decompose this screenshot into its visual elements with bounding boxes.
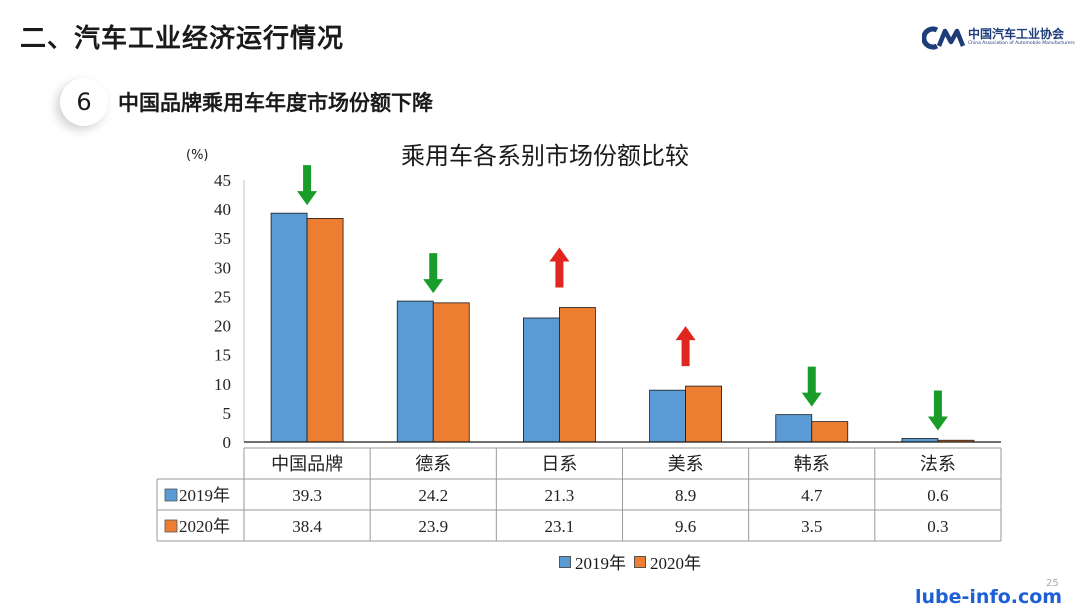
y-tick-label: 25 xyxy=(214,287,231,306)
arrow-up-icon xyxy=(549,247,570,288)
table-value: 24.2 xyxy=(418,486,448,505)
category-label: 德系 xyxy=(415,454,451,475)
table-value: 4.7 xyxy=(801,486,823,505)
item-number-badge: 6 xyxy=(60,78,108,126)
table-value: 3.5 xyxy=(801,517,822,536)
section-title: 二、汽车工业经济运行情况 xyxy=(20,24,345,54)
category-label: 日系 xyxy=(541,454,577,475)
bar-2019年-美系 xyxy=(649,389,686,443)
table-value: 23.1 xyxy=(545,517,575,536)
y-tick-label: 15 xyxy=(214,346,231,365)
arrow-up-icon xyxy=(675,326,696,367)
bar-2019年-德系 xyxy=(396,300,434,443)
legend: 2019年 2020年 xyxy=(0,549,1080,574)
y-tick-label: 0 xyxy=(223,433,232,452)
table-value: 38.4 xyxy=(292,517,322,536)
category-label: 法系 xyxy=(920,454,956,475)
association-logo: 中国汽车工业协会 China Association of Automobile… xyxy=(922,24,1075,54)
table-value: 39.3 xyxy=(292,486,322,505)
bar-2020年-日系 xyxy=(559,307,596,443)
legend-swatch-2019 xyxy=(559,555,571,568)
y-tick-label: 40 xyxy=(214,200,231,219)
chart-title: 乘用车各系别市场份额比较 xyxy=(401,142,689,170)
y-tick-label: 20 xyxy=(214,317,231,336)
category-label: 美系 xyxy=(668,454,704,475)
legend-item-2019: 2019年 xyxy=(559,549,626,574)
cm-logo-icon xyxy=(922,26,966,50)
arrow-down-icon xyxy=(801,366,822,407)
y-axis-unit: (%) xyxy=(186,148,209,163)
bar-2019年-中国品牌 xyxy=(270,212,308,443)
logo-name-en: China Association of Automobile Manufact… xyxy=(968,41,1075,46)
legend-label-2019: 2019年 xyxy=(575,554,626,573)
table-value: 0.3 xyxy=(927,517,948,536)
table-series-swatch xyxy=(164,519,178,533)
bar-2020年-中国品牌 xyxy=(306,218,344,443)
watermark: lube-info.com xyxy=(915,586,1063,608)
category-label: 中国品牌 xyxy=(271,454,343,475)
arrow-down-icon xyxy=(423,253,444,294)
category-label: 韩系 xyxy=(794,454,830,475)
bar-2020年-美系 xyxy=(685,385,722,443)
y-tick-label: 30 xyxy=(214,258,231,277)
page-number: 25 xyxy=(1046,578,1059,589)
bar-2019年-日系 xyxy=(523,317,560,443)
table-series-label: 2019年 xyxy=(179,486,230,505)
legend-swatch-2020 xyxy=(634,555,646,568)
sub-title: 中国品牌乘用车年度市场份额下降 xyxy=(118,91,433,115)
table-value: 21.3 xyxy=(545,486,575,505)
bar-2020年-韩系 xyxy=(811,421,849,443)
table-value: 23.9 xyxy=(418,517,448,536)
y-tick-label: 35 xyxy=(214,229,231,248)
arrow-down-icon xyxy=(297,165,318,206)
arrow-down-icon xyxy=(927,390,948,431)
logo-name-cn: 中国汽车工业协会 xyxy=(968,27,1065,41)
legend-item-2020: 2020年 xyxy=(634,549,701,574)
y-tick-label: 45 xyxy=(214,171,231,190)
bar-2020年-德系 xyxy=(432,302,470,443)
legend-label-2020: 2020年 xyxy=(650,554,701,573)
table-series-swatch xyxy=(164,488,178,502)
y-tick-label: 10 xyxy=(214,375,231,394)
bar-2019年-韩系 xyxy=(775,414,813,443)
table-value: 0.6 xyxy=(927,486,948,505)
table-value: 8.9 xyxy=(675,486,696,505)
table-series-label: 2020年 xyxy=(179,517,230,536)
y-tick-label: 5 xyxy=(223,404,232,423)
table-value: 9.6 xyxy=(675,517,696,536)
